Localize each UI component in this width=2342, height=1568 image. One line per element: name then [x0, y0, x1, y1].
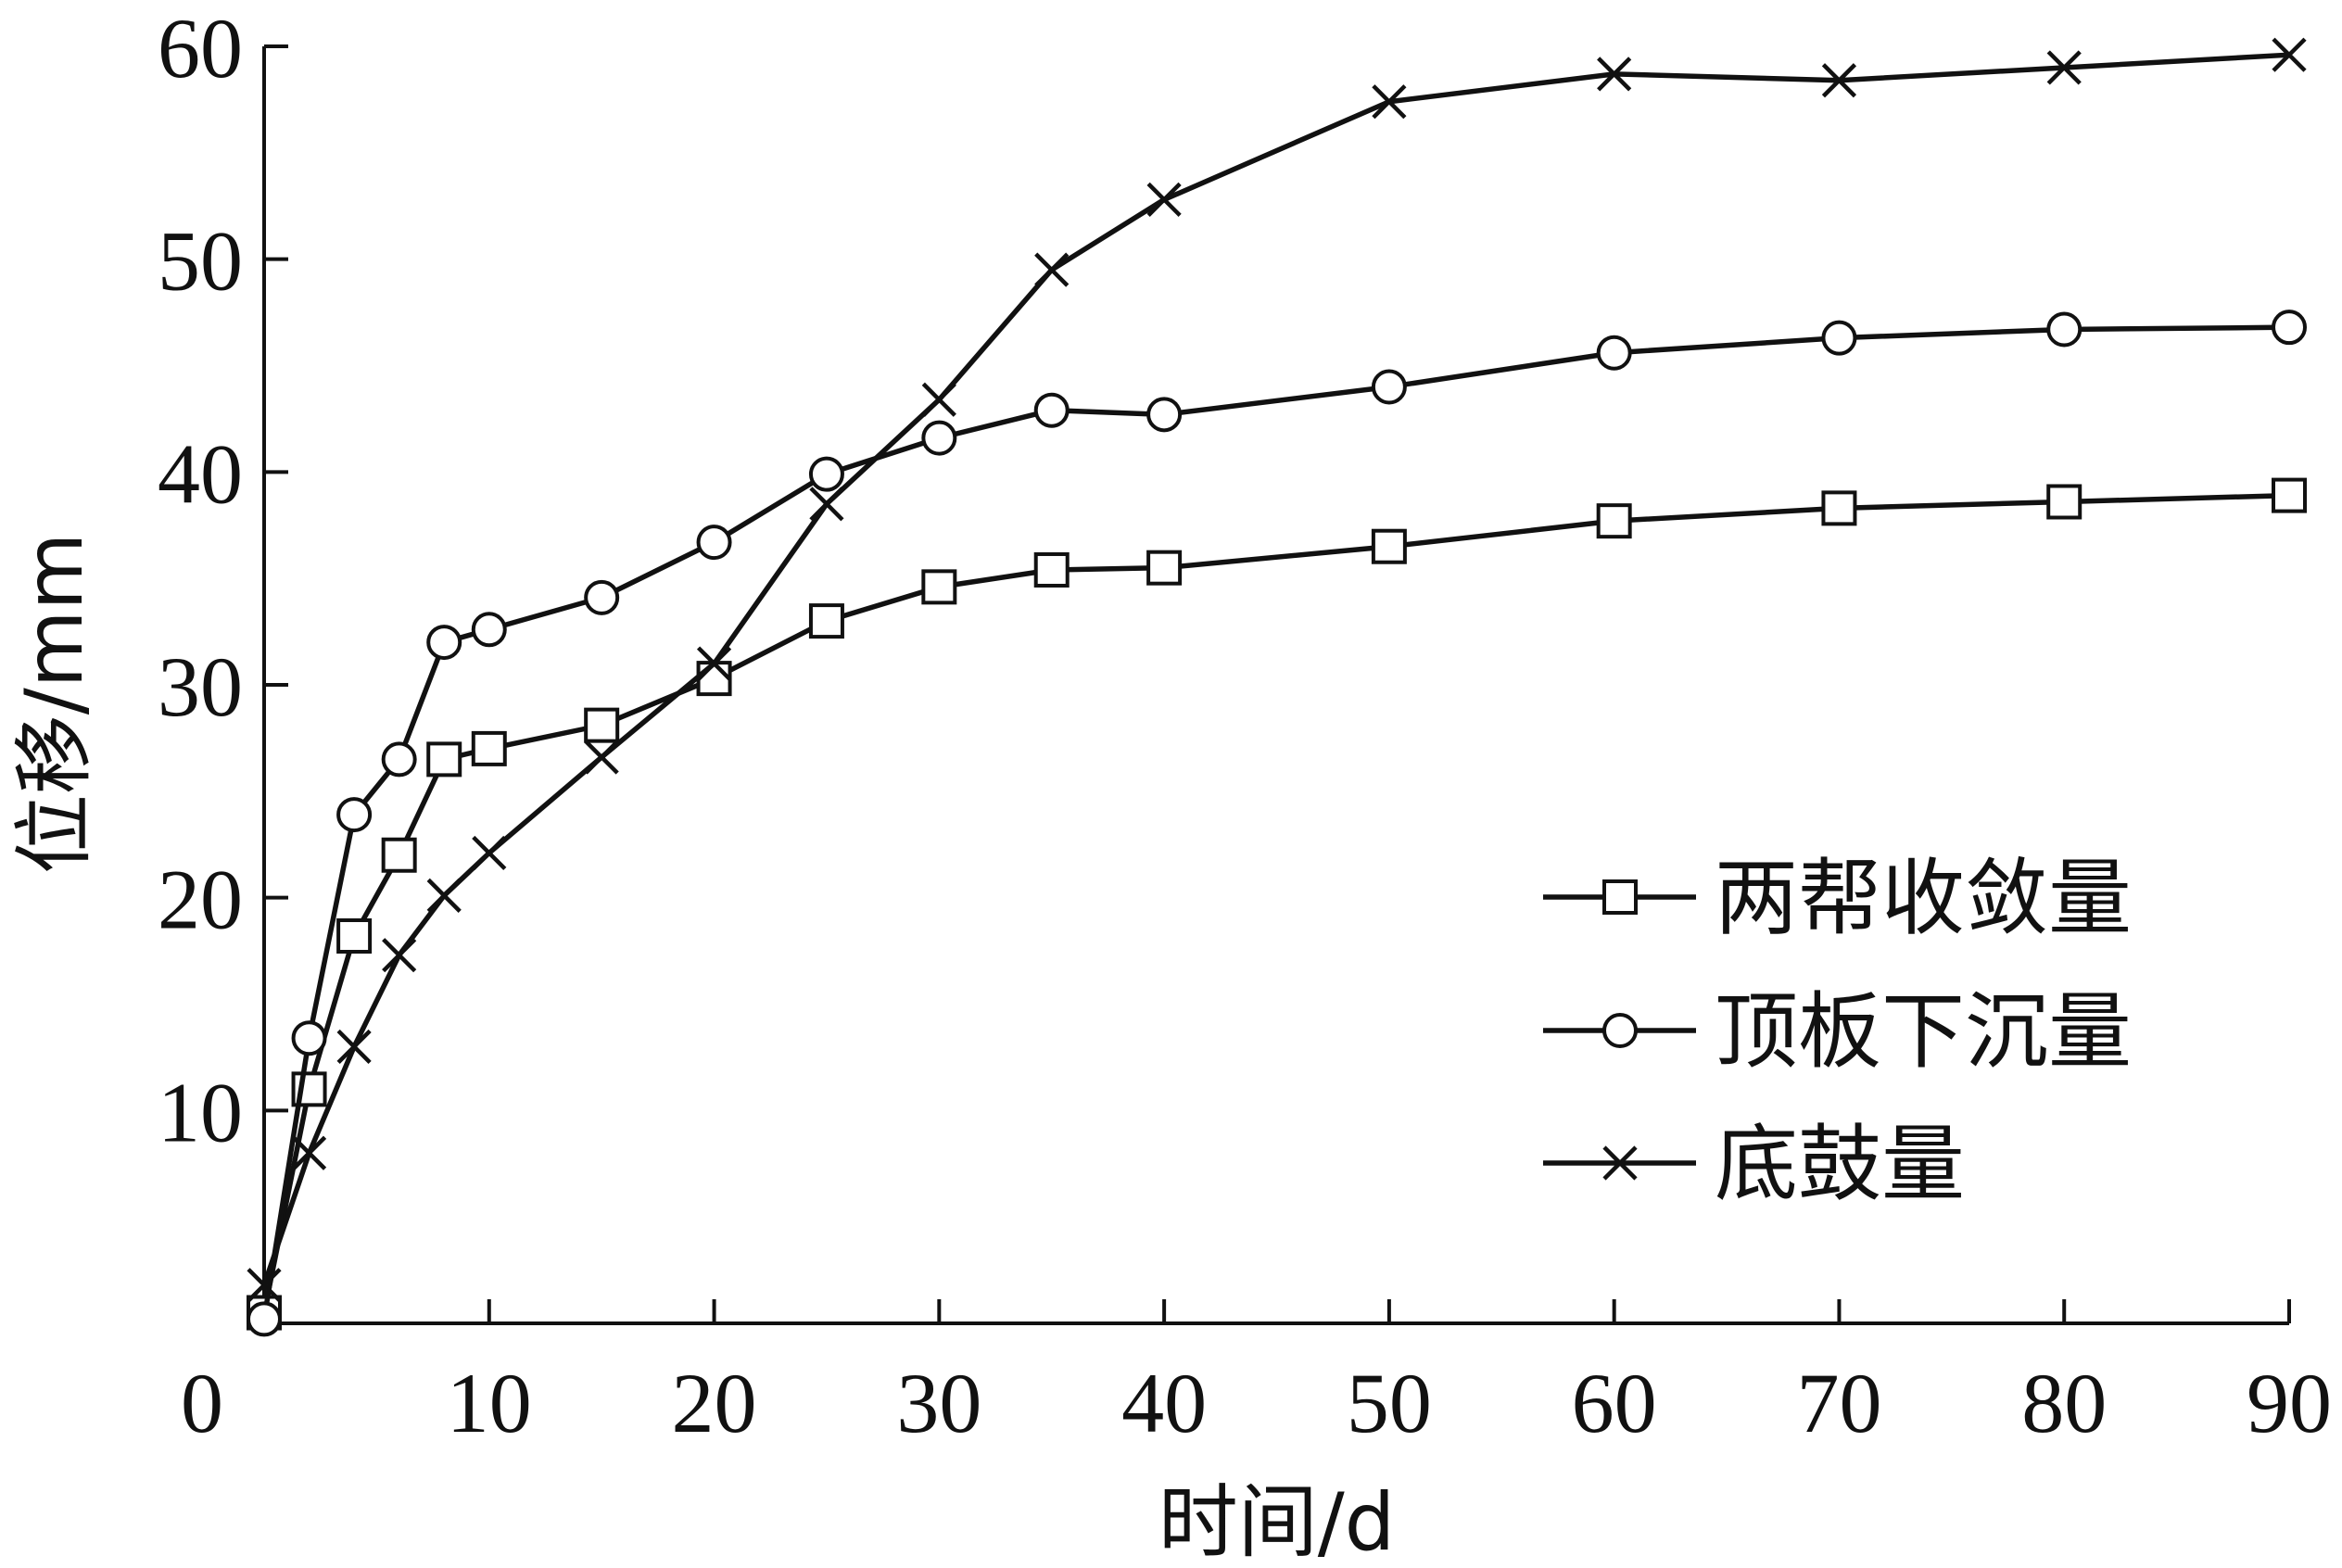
- x-axis-label: 时间/d: [1158, 1476, 1396, 1568]
- data-point: [426, 878, 462, 913]
- y-tick-label: 20: [158, 853, 243, 947]
- data-point: [584, 707, 620, 743]
- axes: [262, 46, 2289, 1325]
- data-point: [808, 456, 844, 492]
- legend-item: 底鼓量: [1543, 1116, 1965, 1213]
- data-point: [2046, 311, 2082, 348]
- data-point: [1146, 182, 1182, 217]
- data-point: [471, 730, 507, 766]
- data-point: [1033, 551, 1070, 588]
- data-point: [471, 612, 507, 648]
- data-point: [808, 603, 844, 639]
- y-tick-label: 60: [158, 1, 243, 95]
- x-tick-label: 40: [1121, 1356, 1207, 1450]
- data-point: [921, 569, 957, 605]
- data-point: [1371, 369, 1407, 405]
- data-point: [336, 797, 373, 833]
- data-point: [2272, 477, 2307, 513]
- data-point: [1146, 550, 1183, 586]
- legend-item: 两帮收敛量: [1543, 850, 2132, 947]
- data-point: [1033, 392, 1070, 428]
- data-point: [2046, 50, 2082, 85]
- data-point: [1821, 320, 1857, 356]
- x-tick-label: 10: [447, 1356, 532, 1450]
- data-point: [1371, 528, 1407, 564]
- legend-label: 顶板下沉量: [1715, 983, 2132, 1081]
- series-line: [261, 52, 2290, 1286]
- data-point: [336, 918, 373, 955]
- data-point: [696, 661, 732, 697]
- x-tick-label: 70: [1796, 1356, 1881, 1450]
- data-point: [472, 835, 507, 871]
- x-tick-label: 0: [181, 1356, 223, 1450]
- data-point: [1034, 252, 1070, 287]
- y-tick-label: 30: [158, 639, 243, 734]
- data-point: [2046, 484, 2082, 520]
- legend-marker: [1602, 1145, 1638, 1181]
- data-point: [921, 382, 956, 417]
- legend-label: 底鼓量: [1715, 1116, 1965, 1213]
- data-point: [1821, 490, 1857, 526]
- series-layer: [247, 37, 2307, 1337]
- x-tick-label: 50: [1347, 1356, 1432, 1450]
- data-point: [291, 1135, 327, 1170]
- data-point: [381, 837, 417, 873]
- data-point: [1597, 57, 1632, 92]
- data-point: [247, 1268, 282, 1303]
- data-point: [1596, 503, 1632, 539]
- series-line: [261, 324, 2290, 1320]
- legend-marker: [1602, 1013, 1638, 1048]
- y-tick-label: 50: [158, 214, 243, 309]
- data-point: [696, 646, 732, 681]
- x-tick-label: 30: [896, 1356, 981, 1450]
- x-tick-label: 20: [672, 1356, 757, 1450]
- y-tick-label: 10: [158, 1065, 243, 1159]
- series-circle: [247, 310, 2307, 1337]
- y-tick-label: 40: [158, 426, 243, 521]
- data-point: [696, 525, 732, 561]
- data-point: [426, 741, 462, 778]
- data-point: [381, 741, 417, 778]
- data-point: [2272, 310, 2307, 346]
- data-point: [584, 740, 619, 775]
- data-point: [336, 1029, 372, 1065]
- data-point: [1146, 397, 1183, 433]
- x-tick-label: 60: [1572, 1356, 1657, 1450]
- axis-ticks: 0 10 20 30 40 50 60 70 80 90 10 20 30 40 50 60: [158, 1, 2332, 1450]
- data-point: [2272, 37, 2307, 72]
- data-point: [247, 1301, 282, 1337]
- data-point: [809, 487, 844, 522]
- data-point: [1596, 335, 1632, 371]
- data-point: [921, 420, 957, 456]
- data-point: [291, 1020, 327, 1056]
- data-point: [382, 938, 417, 973]
- series-x: [247, 37, 2307, 1303]
- data-point: [1821, 63, 1857, 98]
- x-tick-label: 90: [2247, 1356, 2332, 1450]
- x-tick-label: 80: [2021, 1356, 2107, 1450]
- y-axis-label: 位移/mm: [8, 533, 101, 875]
- legend-marker: [1602, 879, 1638, 915]
- data-point: [584, 579, 620, 615]
- legend-label: 两帮收敛量: [1715, 850, 2132, 947]
- data-point: [426, 625, 462, 661]
- legend-item: 顶板下沉量: [1543, 983, 2132, 1081]
- data-point: [1372, 84, 1407, 120]
